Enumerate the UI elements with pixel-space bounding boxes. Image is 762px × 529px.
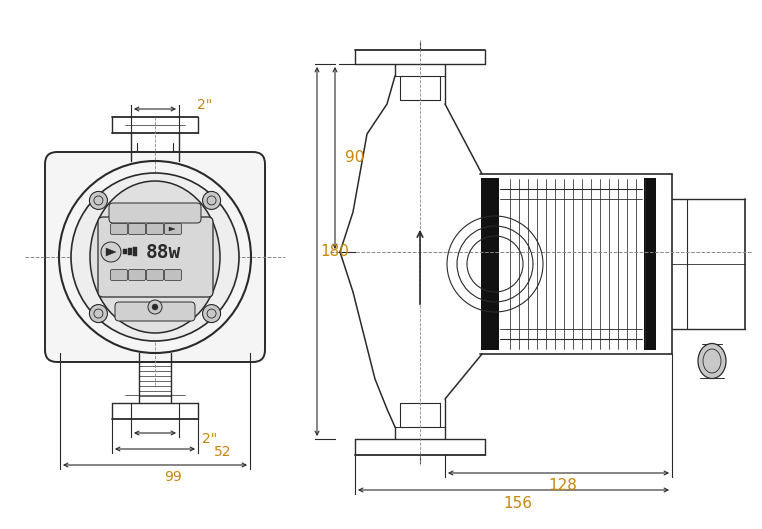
FancyBboxPatch shape — [115, 302, 195, 321]
Text: 2": 2" — [203, 432, 218, 446]
Circle shape — [101, 242, 121, 262]
Text: 90: 90 — [345, 150, 365, 166]
Ellipse shape — [698, 343, 726, 379]
Circle shape — [148, 300, 162, 314]
Bar — [481, 178, 499, 350]
Polygon shape — [169, 227, 175, 231]
FancyBboxPatch shape — [110, 223, 127, 234]
FancyBboxPatch shape — [109, 203, 201, 223]
Bar — [133, 247, 137, 256]
FancyBboxPatch shape — [165, 223, 181, 234]
FancyBboxPatch shape — [129, 269, 146, 280]
Bar — [644, 178, 656, 350]
Circle shape — [203, 305, 220, 323]
Circle shape — [203, 191, 220, 209]
Bar — [128, 248, 132, 255]
Circle shape — [152, 304, 158, 310]
Text: 99: 99 — [164, 470, 182, 484]
Text: 52: 52 — [214, 445, 232, 459]
Circle shape — [89, 191, 107, 209]
FancyBboxPatch shape — [165, 269, 181, 280]
FancyBboxPatch shape — [45, 152, 265, 362]
Text: 128: 128 — [549, 479, 578, 494]
FancyBboxPatch shape — [129, 223, 146, 234]
Bar — [123, 249, 127, 254]
Text: 2": 2" — [197, 98, 213, 112]
Circle shape — [89, 305, 107, 323]
FancyBboxPatch shape — [146, 269, 164, 280]
Ellipse shape — [90, 181, 220, 333]
FancyBboxPatch shape — [110, 269, 127, 280]
Text: 156: 156 — [504, 496, 533, 510]
Polygon shape — [106, 248, 116, 256]
Text: 180: 180 — [321, 244, 350, 260]
FancyBboxPatch shape — [146, 223, 164, 234]
Circle shape — [71, 173, 239, 341]
FancyBboxPatch shape — [98, 217, 213, 297]
Text: 88w: 88w — [146, 242, 181, 261]
